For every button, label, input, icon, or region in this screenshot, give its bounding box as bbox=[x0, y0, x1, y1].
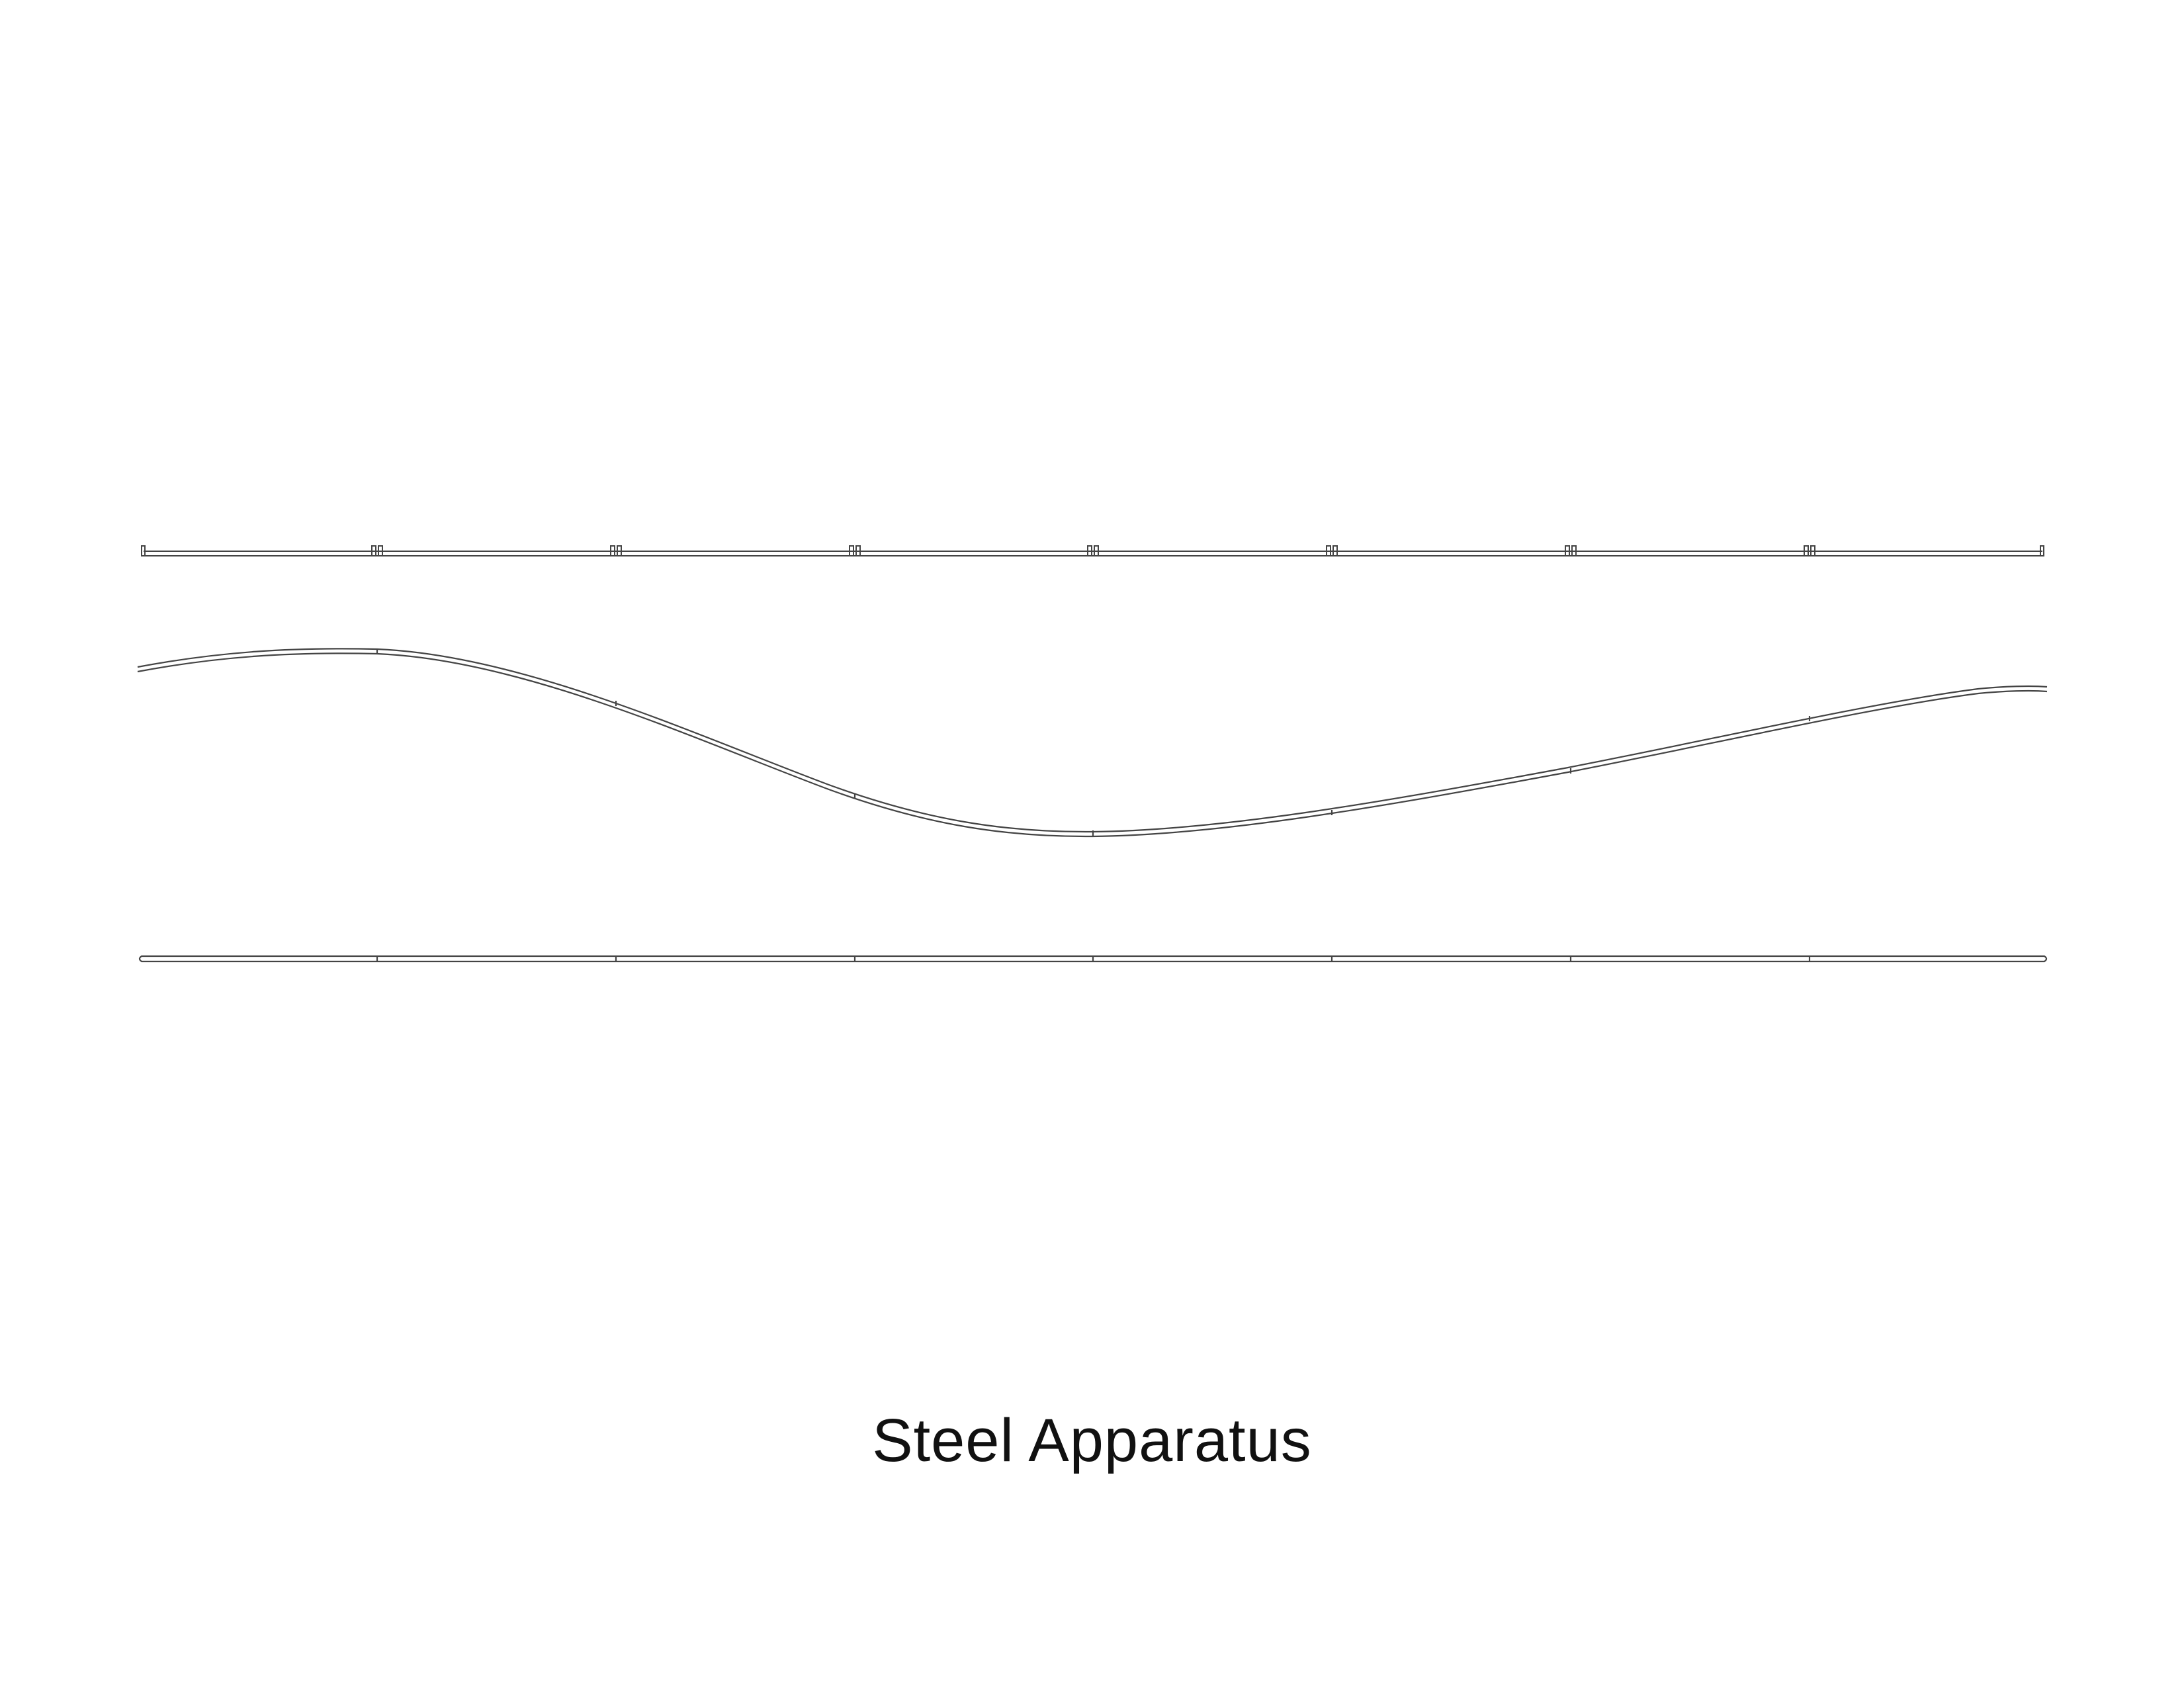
curved-rail bbox=[138, 648, 2047, 836]
top-rail bbox=[142, 546, 2044, 556]
bottom-rail bbox=[140, 956, 2046, 961]
bottom-rail-joints bbox=[377, 956, 1810, 961]
drawing-caption: Steel Apparatus bbox=[0, 1406, 2184, 1476]
top-rail-end-tab bbox=[142, 546, 145, 556]
curved-rail-joints bbox=[377, 649, 1810, 836]
curved-rail-lower-edge bbox=[138, 653, 2047, 836]
curved-rail-upper-edge bbox=[138, 648, 2047, 832]
